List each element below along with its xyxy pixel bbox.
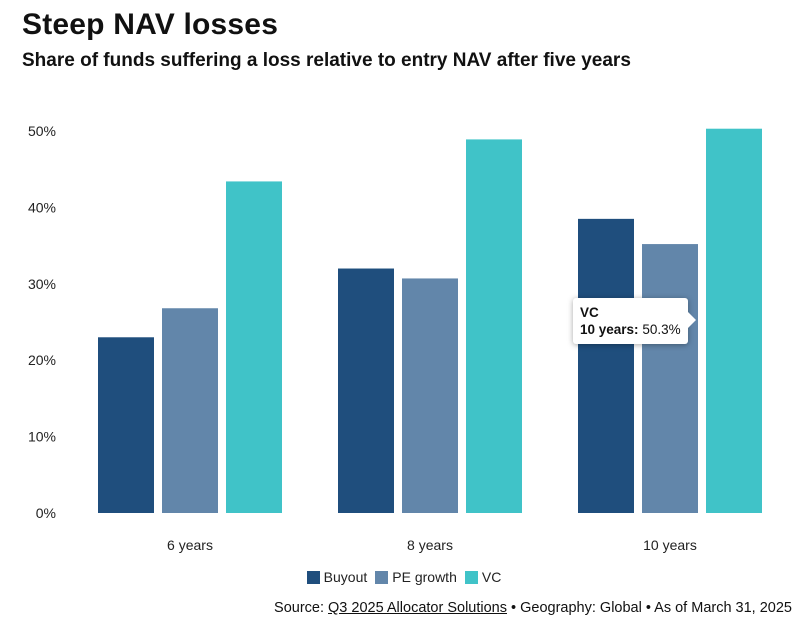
tooltip: VC 10 years: 50.3% bbox=[573, 298, 696, 344]
y-tick-label: 50% bbox=[28, 123, 56, 139]
tooltip-value: 50.3% bbox=[642, 322, 681, 337]
tooltip-key: 10 years: bbox=[580, 322, 639, 337]
y-tick-label: 10% bbox=[28, 429, 56, 445]
x-category-label: 10 years bbox=[643, 537, 697, 553]
y-tick-label: 20% bbox=[28, 352, 56, 368]
bar-pe-growth-6-years[interactable] bbox=[162, 308, 218, 513]
y-tick-label: 0% bbox=[36, 505, 56, 521]
legend: Buyout PE growth VC bbox=[0, 569, 810, 585]
x-category-label: 6 years bbox=[167, 537, 213, 553]
bar-pe-growth-10-years[interactable] bbox=[642, 244, 698, 513]
legend-swatch bbox=[306, 570, 320, 584]
legend-swatch bbox=[464, 570, 478, 584]
chart-subtitle: Share of funds suffering a loss relative… bbox=[22, 50, 631, 71]
bar-vc-8-years[interactable] bbox=[466, 139, 522, 514]
tooltip-series-name: VC bbox=[580, 305, 599, 320]
footer-suffix: • Geography: Global • As of March 31, 20… bbox=[506, 600, 792, 616]
x-category-label: 8 years bbox=[407, 537, 453, 553]
y-tick-label: 40% bbox=[28, 199, 56, 215]
legend-item-buyout[interactable]: Buyout bbox=[306, 569, 368, 585]
bar-vc-10-years[interactable] bbox=[706, 128, 762, 513]
source-link[interactable]: Q3 2025 Allocator Solutions bbox=[328, 600, 507, 616]
legend-item-vc[interactable]: VC bbox=[464, 569, 502, 585]
legend-swatch bbox=[375, 570, 389, 584]
y-tick-label: 30% bbox=[28, 276, 56, 292]
footer-prefix: Source: bbox=[274, 600, 329, 616]
source-footer: Source: Q3 2025 Allocator Solutions • Ge… bbox=[274, 600, 792, 616]
bar-pe-growth-8-years[interactable] bbox=[402, 278, 458, 513]
tooltip-arrow bbox=[687, 312, 696, 328]
legend-item-pe-growth[interactable]: PE growth bbox=[375, 569, 457, 585]
tooltip-row: 10 years: 50.3% bbox=[580, 321, 681, 338]
bar-buyout-8-years[interactable] bbox=[338, 268, 394, 513]
bar-vc-6-years[interactable] bbox=[226, 181, 282, 513]
legend-label: Buyout bbox=[323, 569, 368, 585]
bar-chart: 0% 10% 20% 30% 40% 50% 6 years 8 years 10 years bbox=[28, 123, 762, 553]
chart-title: Steep NAV losses bbox=[22, 8, 279, 41]
legend-label: VC bbox=[481, 569, 502, 585]
bar-buyout-10-years[interactable] bbox=[578, 218, 634, 514]
bar-buyout-6-years[interactable] bbox=[98, 337, 154, 513]
legend-label: PE growth bbox=[392, 569, 457, 585]
